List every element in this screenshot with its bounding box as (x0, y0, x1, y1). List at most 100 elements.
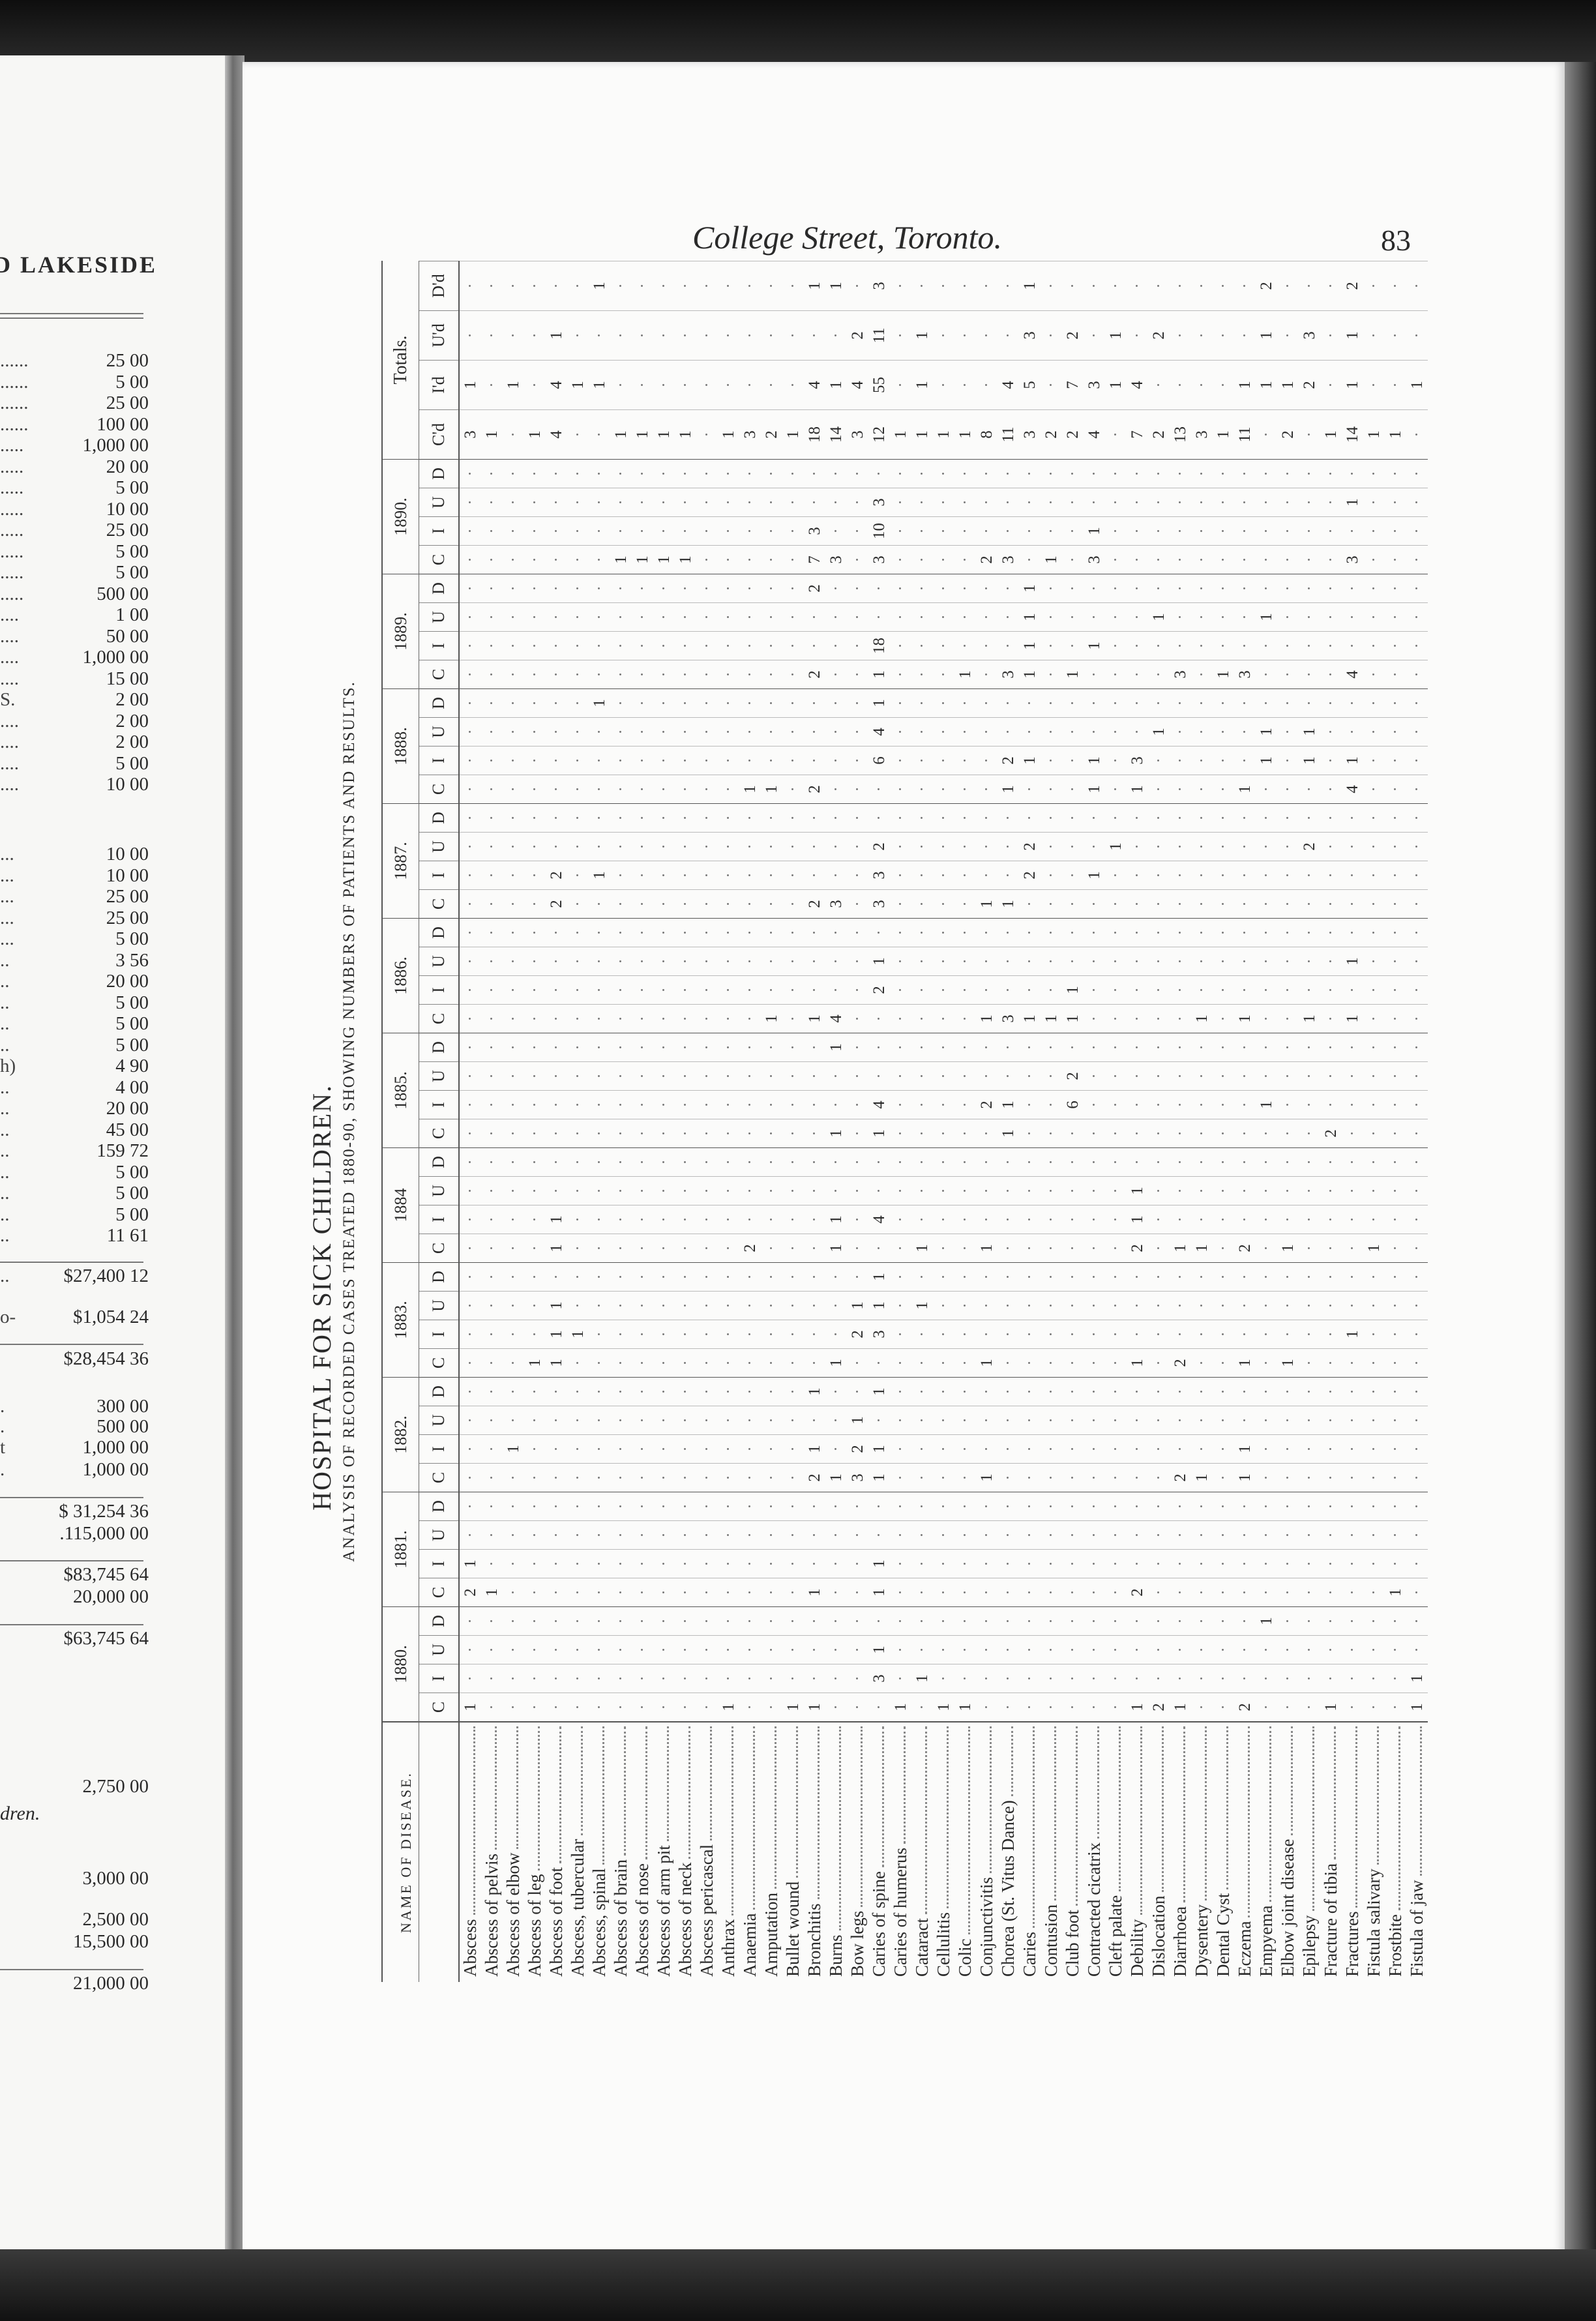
count-cell (804, 1119, 825, 1147)
count-cell (1170, 1004, 1191, 1033)
table-row: Abscess of elbow11 (503, 261, 524, 1982)
count-cell (890, 1090, 911, 1119)
disease-name: Caries of humerus (891, 1848, 910, 1977)
count-cell (1041, 717, 1062, 746)
count-cell (1234, 1262, 1256, 1291)
count-cell (1084, 1434, 1105, 1463)
dot-leader (1084, 1726, 1099, 1839)
ledger-leader: .. (0, 1161, 10, 1183)
count-cell (782, 1578, 804, 1606)
total-cell (1213, 261, 1234, 310)
total-cell (1127, 261, 1148, 310)
count-cell (1041, 1234, 1062, 1262)
count-cell (567, 803, 589, 832)
count-cell (1320, 1492, 1342, 1520)
count-cell: 1 (1127, 1205, 1148, 1234)
disease-name: Cellulitis (934, 1912, 953, 1977)
count-cell (1406, 1119, 1428, 1147)
count-cell (976, 746, 998, 775)
count-cell (933, 1434, 954, 1463)
count-cell (911, 1520, 933, 1549)
count-cell (546, 1090, 567, 1119)
count-cell (1342, 918, 1363, 947)
count-cell (1041, 688, 1062, 717)
count-cell (1105, 1492, 1127, 1520)
disease-name-cell: Abscess of foot (546, 1721, 567, 1982)
disease-name: Fistula salivary (1364, 1869, 1383, 1977)
count-cell (1320, 488, 1342, 516)
count-cell (890, 918, 911, 947)
count-cell (653, 889, 675, 918)
dot-leader (933, 1726, 949, 1908)
divider (0, 1497, 143, 1498)
count-cell (782, 1033, 804, 1061)
ledger-leader: ...... (0, 371, 29, 392)
count-cell (567, 975, 589, 1004)
count-cell (632, 717, 653, 746)
count-cell (1041, 602, 1062, 631)
count-cell (1213, 1664, 1234, 1693)
ledger-total-line: 21,000 00 (0, 1973, 149, 1994)
count-cell (1363, 1693, 1385, 1721)
count-cell (1062, 688, 1084, 717)
count-cell: 1 (1170, 1693, 1191, 1721)
count-cell (1191, 1377, 1213, 1406)
disease-name-cell: Abscess of leg (524, 1721, 546, 1982)
count-cell (1299, 1492, 1320, 1520)
count-cell (933, 1234, 954, 1262)
count-cell (976, 660, 998, 688)
count-cell (589, 1234, 610, 1262)
ledger-leader: t (0, 1437, 6, 1458)
count-cell (1105, 1176, 1127, 1205)
count-cell (847, 1664, 868, 1693)
count-cell (1234, 918, 1256, 947)
count-cell (954, 861, 976, 889)
ledger-amount: $27,400 12 (63, 1265, 149, 1286)
total-cell (933, 360, 954, 409)
count-cell (761, 459, 782, 488)
count-cell (1385, 459, 1406, 488)
count-cell (1277, 803, 1299, 832)
count-cell (1256, 631, 1277, 660)
disease-name: Contusion (1041, 1904, 1061, 1977)
count-cell (1385, 1406, 1406, 1434)
count-cell (954, 516, 976, 545)
count-cell (1148, 947, 1170, 975)
count-cell (847, 832, 868, 861)
ledger-amount: 1,000 00 (82, 435, 149, 456)
count-cell (1256, 1205, 1277, 1234)
count-cell (460, 889, 481, 918)
count-cell (503, 1406, 524, 1434)
disease-name-cell: Conjunctivitis (976, 1721, 998, 1982)
disease-name-cell: Fistula salivary (1363, 1721, 1385, 1982)
count-cell (1385, 1549, 1406, 1578)
count-cell (1406, 1320, 1428, 1348)
count-cell (1342, 1147, 1363, 1176)
count-cell (954, 775, 976, 803)
count-cell (739, 660, 761, 688)
disease-name-cell: Caries of spine (868, 1721, 890, 1982)
count-cell (825, 1377, 847, 1406)
count-cell (1170, 1061, 1191, 1090)
count-cell: 1 (589, 861, 610, 889)
count-cell (847, 631, 868, 660)
dot-leader (954, 1726, 970, 1935)
disease-name-cell: Abscess pericascal (696, 1721, 718, 1982)
count-cell (1320, 631, 1342, 660)
count-cell (610, 1520, 632, 1549)
count-cell (761, 1348, 782, 1377)
count-cell (1213, 1205, 1234, 1234)
count-cell (610, 1320, 632, 1348)
count-cell (847, 1693, 868, 1721)
result-column-header: C (419, 1004, 458, 1033)
count-cell (1170, 803, 1191, 832)
count-cell (503, 746, 524, 775)
count-cell (696, 1205, 718, 1234)
year-header: 1883. (383, 1262, 419, 1377)
count-cell (1363, 1635, 1385, 1664)
count-cell (610, 861, 632, 889)
count-cell (610, 803, 632, 832)
dot-leader (1277, 1726, 1293, 1835)
table-row: Abscess12131 (460, 261, 481, 1982)
disease-name: Abscess of foot (546, 1867, 566, 1977)
